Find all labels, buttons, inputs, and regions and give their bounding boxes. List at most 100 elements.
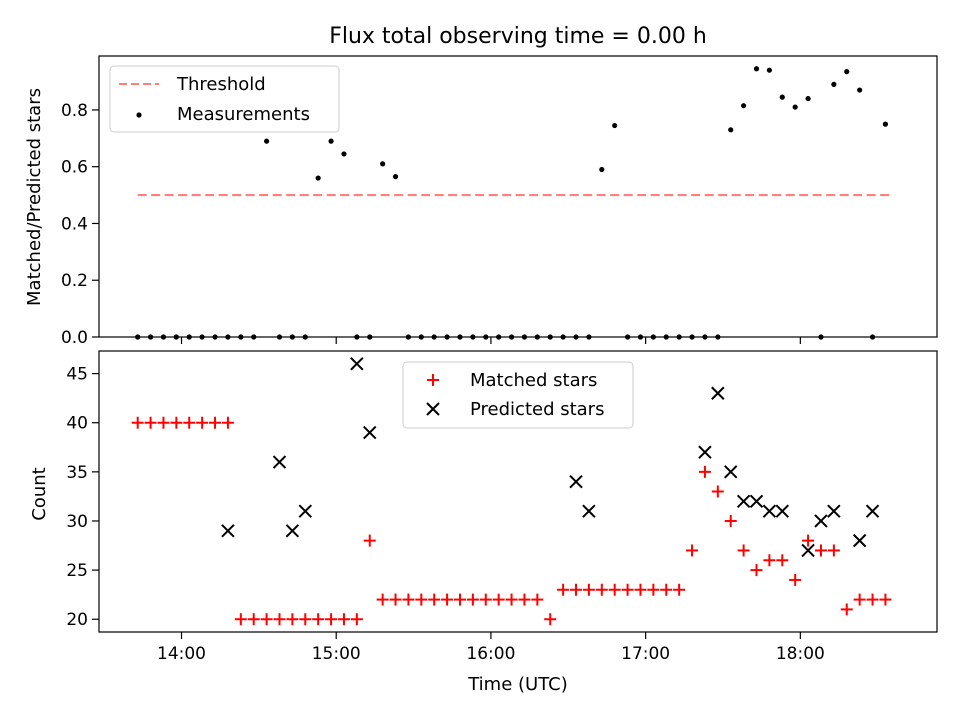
predicted-stars-point (221, 524, 235, 538)
matched-stars-point (866, 593, 879, 606)
measurement-point (264, 138, 270, 144)
predicted-stars-point (285, 524, 300, 538)
predicted-x-b (762, 504, 777, 518)
predicted-stars-point (865, 504, 880, 518)
predicted-stars-point (814, 514, 828, 528)
matched-stars-point (428, 593, 441, 606)
predicted-stars-point (582, 504, 596, 518)
bottom-legend: Matched stars Predicted stars (402, 361, 634, 429)
matched-stars-point (673, 583, 686, 596)
predicted-x-b (827, 504, 841, 518)
matched-stars-point (415, 593, 428, 606)
matched-stars-point (376, 593, 389, 606)
matched-stars-point (776, 554, 789, 567)
predicted-stars-point (724, 465, 738, 479)
top-axes-frame (98, 55, 938, 338)
bottom-y-tick-label: 20 (66, 610, 88, 630)
matched-stars-point (273, 613, 286, 626)
measurement-point (380, 161, 386, 167)
matched-stars-point (814, 544, 827, 557)
matched-stars-point (196, 416, 209, 429)
matched-stars-point (763, 554, 776, 567)
matched-stars-point (170, 416, 183, 429)
predicted-x-b (852, 533, 867, 548)
matched-stars-point (157, 416, 170, 429)
legend-matched-swatch (427, 374, 439, 386)
matched-stars-point (479, 593, 492, 606)
top-panel: 0.00.20.40.60.8 Matched/Predicted stars … (24, 55, 938, 348)
matched-stars-point (660, 583, 673, 596)
matched-stars-point (518, 593, 531, 606)
bottom-y-tick-label: 35 (66, 463, 88, 483)
matched-stars-point (325, 613, 338, 626)
matched-stars-point (209, 416, 222, 429)
predicted-x-b (569, 474, 583, 489)
measurement-point (612, 122, 618, 129)
matched-stars-point (621, 583, 634, 596)
measurement-point (599, 166, 605, 173)
matched-stars-point (286, 613, 299, 626)
predicted-stars-point (363, 425, 377, 440)
matched-stars-point (724, 514, 737, 527)
predicted-stars-point (775, 504, 789, 518)
matched-stars-point (453, 593, 466, 606)
predicted-x-b (724, 465, 738, 479)
legend-matched-label: Matched stars (470, 370, 597, 391)
bottom-y-tick-label: 40 (66, 414, 88, 434)
top-legend: Threshold Measurements (109, 65, 340, 133)
matched-stars-point (492, 593, 505, 606)
bottom-x-tick-label: 15:00 (312, 644, 361, 664)
matched-stars-point (827, 544, 840, 557)
predicted-x-b (865, 504, 880, 518)
predicted-stars-point (711, 386, 725, 400)
matched-stars-point (183, 416, 196, 429)
x-axis-label: Time (UTC) (467, 674, 568, 695)
top-y-tick-label: 0.8 (61, 101, 88, 121)
bottom-y-axis-label: Count (29, 467, 50, 520)
top-legend-box (109, 65, 340, 133)
bottom-ticks: 20 25 30 35 40 45 14:00 15:00 16:00 17:00 18:00 (66, 365, 824, 664)
matched-stars-point (441, 593, 454, 606)
matched-stars-point (544, 613, 557, 626)
bottom-x-tick-label: 17:00 (621, 644, 670, 664)
matched-stars-point (879, 593, 892, 606)
predicted-x-b (801, 543, 815, 558)
matched-stars-point (350, 613, 363, 626)
bottom-y-tick-label: 45 (66, 365, 88, 385)
matched-stars-point (234, 613, 247, 626)
predicted-x-b (775, 504, 789, 518)
matched-stars-point (131, 416, 144, 429)
bottom-x-tick-label: 18:00 (776, 644, 825, 664)
predicted-stars-point (736, 494, 751, 509)
matched-stars-point (505, 593, 518, 606)
predicted-x-b (272, 455, 287, 469)
bottom-legend-box (402, 361, 634, 429)
matched-stars-point (247, 613, 260, 626)
measurement-point (779, 94, 785, 100)
predicted-x-b (749, 494, 764, 509)
predicted-x-b (363, 425, 377, 440)
matched-stars-point (802, 534, 815, 547)
measurement-point (792, 104, 798, 110)
matched-stars-point (557, 583, 570, 596)
legend-predicted-label: Predicted stars (470, 399, 604, 420)
matched-stars-point (531, 593, 544, 606)
predicted-x-b (736, 494, 751, 509)
matched-stars-point (337, 613, 350, 626)
predicted-stars-point (762, 504, 777, 518)
measurement-point (392, 174, 399, 180)
predicted-stars-point (698, 445, 712, 459)
bottom-marks (131, 357, 892, 626)
matched-stars-point (570, 583, 583, 596)
predicted-x-b (711, 386, 725, 400)
predicted-x-b (298, 504, 312, 518)
matched-stars-point (299, 613, 312, 626)
predicted-stars-point (298, 504, 312, 518)
top-y-tick-label: 0.4 (61, 214, 88, 234)
predicted-stars-point (350, 357, 364, 371)
legend-predicted-swatch (426, 402, 440, 416)
bottom-x-tick-label: 14:00 (157, 644, 206, 664)
legend-threshold-label: Threshold (176, 74, 266, 95)
bottom-panel: 20 25 30 35 40 45 14:00 15:00 16:00 17:00 18:00 Co… (29, 350, 938, 695)
matched-stars-point (363, 534, 376, 547)
